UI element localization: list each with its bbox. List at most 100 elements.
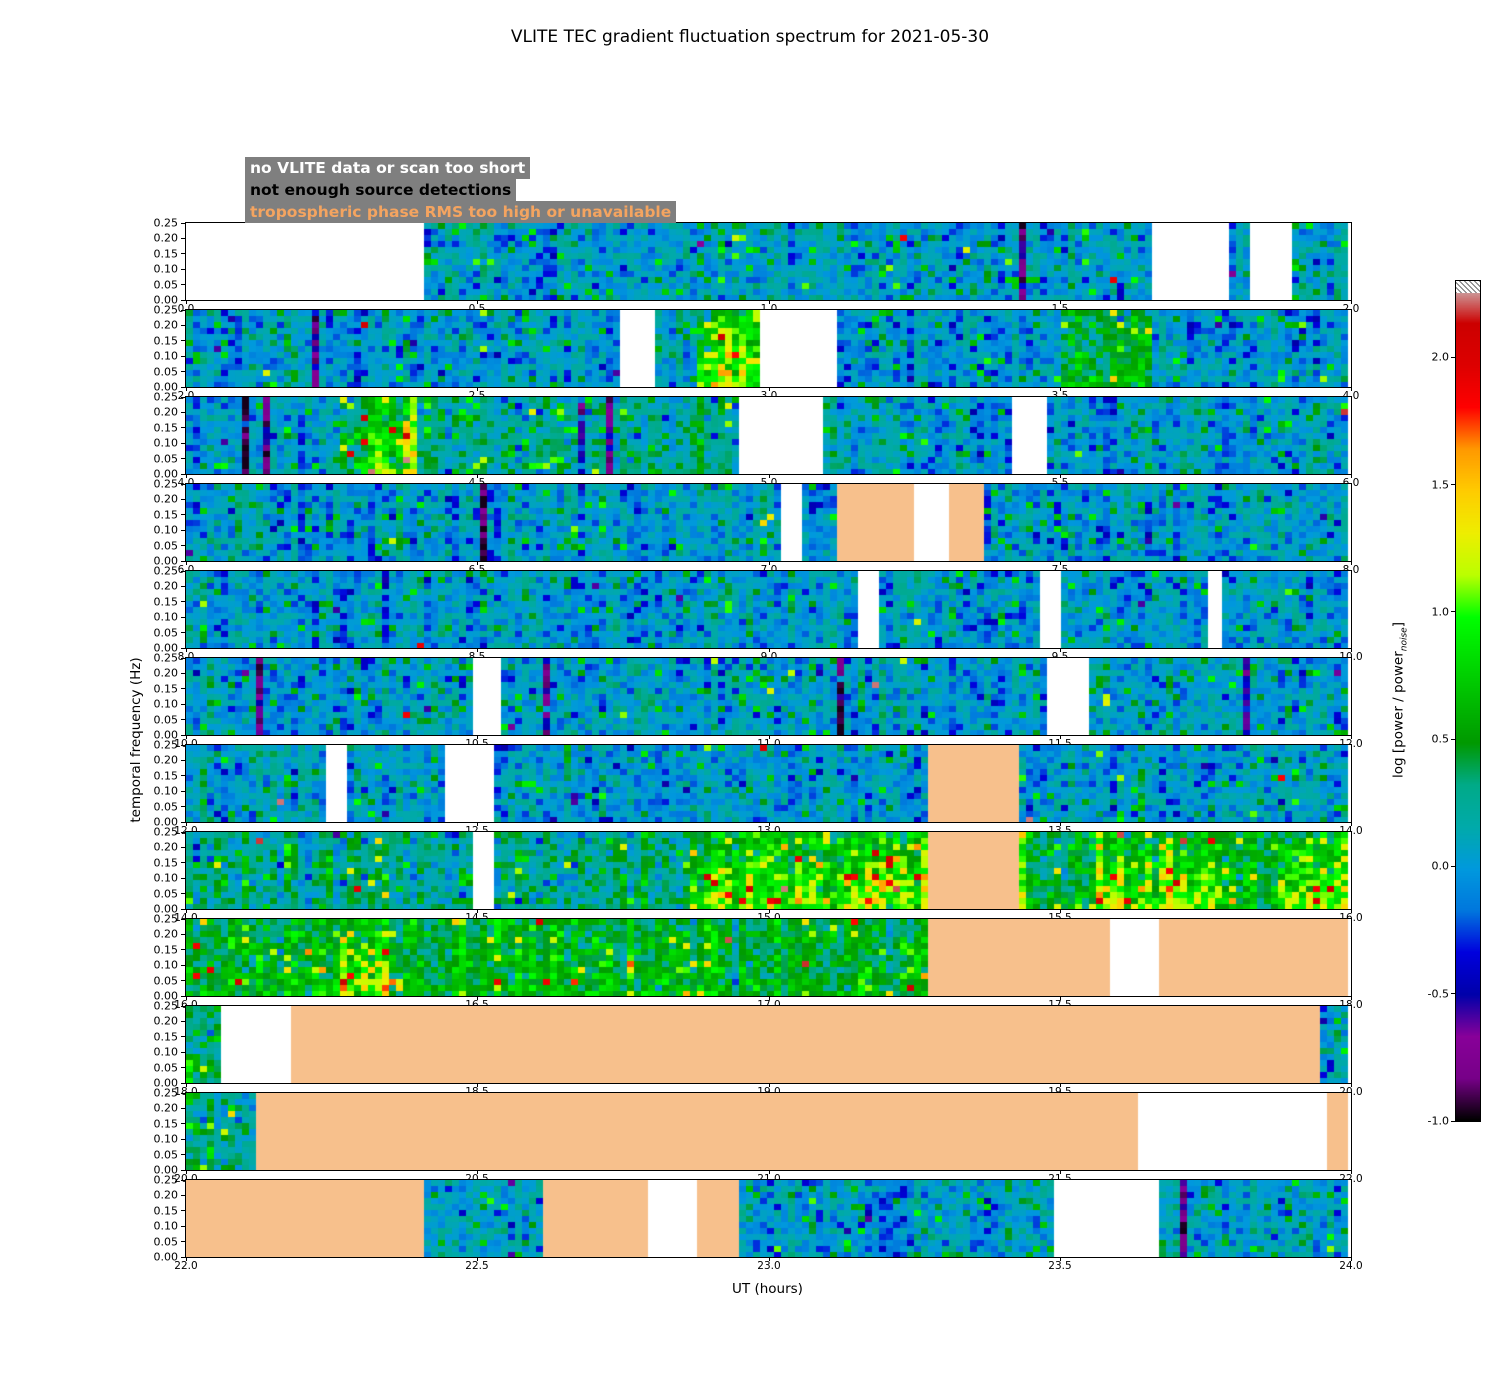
- x-tick-mark: [768, 910, 770, 913]
- y-tick-mark: [181, 1082, 185, 1084]
- x-tick-mark: [1059, 1171, 1061, 1174]
- x-tick-mark: [768, 388, 770, 391]
- y-tick-label: 0.20: [153, 927, 179, 941]
- x-tick-label: 22.0: [174, 1260, 198, 1272]
- colorbar-tick-label: 1.5: [1431, 478, 1450, 492]
- x-tick-mark: [1350, 649, 1352, 652]
- x-tick-mark: [768, 475, 770, 478]
- y-tick-mark: [181, 893, 185, 895]
- y-tick-mark: [181, 1210, 185, 1212]
- y-tick-label: 0.10: [153, 1132, 179, 1146]
- y-tick-label: 0.15: [153, 856, 179, 870]
- spectrogram-canvas-0: [186, 223, 1351, 300]
- spectrogram-canvas-9: [186, 1006, 1351, 1083]
- x-tick-mark: [476, 997, 478, 1000]
- y-tick-label: 0.10: [153, 784, 179, 798]
- y-tick-label: 0.20: [153, 1014, 179, 1028]
- y-tick-label: 0.15: [153, 1117, 179, 1131]
- x-tick-mark: [1350, 562, 1352, 565]
- x-tick-mark: [476, 1171, 478, 1174]
- colorbar-label: log [power / powernoise]: [1391, 622, 1410, 778]
- x-tick-mark: [1059, 649, 1061, 652]
- y-tick-mark: [181, 734, 185, 736]
- spectrogram-panel-10: 0.250.200.150.100.050.0020.020.521.021.5…: [154, 1088, 1363, 1185]
- y-tick-mark: [181, 775, 185, 777]
- y-tick-mark: [181, 980, 185, 982]
- x-tick-mark: [1059, 736, 1061, 739]
- y-tick-mark: [181, 545, 185, 547]
- y-tick-label: 0.25: [153, 303, 179, 317]
- y-tick-label: 0.05: [153, 278, 179, 292]
- y-tick-label: 0.00: [153, 641, 179, 655]
- y-tick-mark: [181, 908, 185, 910]
- y-tick-label: 0.25: [153, 912, 179, 926]
- y-tick-mark: [181, 1036, 185, 1038]
- x-tick-mark: [185, 997, 187, 1000]
- y-tick-label: 0.05: [153, 452, 179, 466]
- x-tick-mark: [476, 1258, 478, 1261]
- x-tick-mark: [768, 301, 770, 304]
- colorbar-gradient: [1456, 281, 1480, 1121]
- legend-not-enough-sources: not enough source detections: [245, 179, 517, 201]
- y-tick-label: 0.20: [153, 1101, 179, 1115]
- chart-title: VLITE TEC gradient fluctuation spectrum …: [510, 27, 990, 47]
- y-tick-label: 0.25: [153, 825, 179, 839]
- colorbar-tick-label: 0.0: [1431, 859, 1450, 873]
- y-tick-label: 0.05: [153, 365, 179, 379]
- colorbar-tick-mark: [1451, 993, 1455, 995]
- x-tick-mark: [1350, 1258, 1352, 1261]
- colorbar-tick-mark: [1451, 1120, 1455, 1122]
- y-tick-mark: [181, 427, 185, 429]
- spectrogram-panel-1: 0.250.200.150.100.050.002.02.53.03.54.0: [154, 305, 1360, 402]
- y-tick-mark: [181, 529, 185, 531]
- y-tick-mark: [181, 1067, 185, 1069]
- colorbar-tick-label: -1.0: [1427, 1114, 1449, 1128]
- x-axis-label: UT (hours): [732, 1281, 803, 1297]
- x-tick-mark: [185, 1258, 187, 1261]
- spectrogram-canvas-6: [186, 745, 1351, 822]
- spectrogram-canvas-5: [186, 658, 1351, 735]
- y-tick-mark: [181, 237, 185, 239]
- colorbar-label-suffix: ]: [1390, 622, 1407, 628]
- y-tick-mark: [181, 703, 185, 705]
- x-tick-mark: [768, 1171, 770, 1174]
- y-tick-label: 0.15: [153, 1204, 179, 1218]
- y-tick-label: 0.15: [153, 334, 179, 348]
- y-tick-mark: [181, 1241, 185, 1243]
- y-tick-mark: [181, 299, 185, 301]
- y-tick-mark: [181, 324, 185, 326]
- x-tick-mark: [1350, 823, 1352, 826]
- y-tick-label: 0.00: [153, 815, 179, 829]
- x-tick-mark: [768, 562, 770, 565]
- y-tick-mark: [181, 1107, 185, 1109]
- y-tick-label: 0.00: [153, 1250, 179, 1264]
- y-tick-label: 0.05: [153, 626, 179, 640]
- x-tick-mark: [1350, 910, 1352, 913]
- x-tick-mark: [1350, 1084, 1352, 1087]
- colorbar: 2.0 1.5 1.0 0.5 0.0 -0.5 -1.0: [1428, 280, 1481, 1127]
- y-tick-label: 0.20: [153, 579, 179, 593]
- x-tick-mark: [185, 388, 187, 391]
- colorbar-tick-mark: [1451, 484, 1455, 486]
- y-tick-label: 0.25: [153, 738, 179, 752]
- spectrogram-canvas-4: [186, 571, 1351, 648]
- x-tick-mark: [185, 823, 187, 826]
- x-tick-mark: [185, 736, 187, 739]
- x-tick-mark: [1350, 475, 1352, 478]
- spectrogram-panel-7: 0.250.200.150.100.050.0014.014.515.015.5…: [154, 827, 1363, 924]
- x-tick-mark: [768, 736, 770, 739]
- y-tick-label: 0.15: [153, 682, 179, 696]
- x-tick-mark: [1059, 1258, 1061, 1261]
- spectrogram-canvas-2: [186, 397, 1351, 474]
- spectrogram-panel-11: 0.25 0.20 0.15 0.10 0.05 0.00 22.0 22.5 23.0 23.5…: [154, 1175, 1363, 1272]
- x-tick-mark: [476, 1084, 478, 1087]
- y-tick-mark: [181, 386, 185, 388]
- y-tick-label: 0.25: [153, 1086, 179, 1100]
- y-tick-mark: [181, 560, 185, 562]
- y-tick-label: 0.05: [153, 1148, 179, 1162]
- y-tick-mark: [181, 1005, 185, 1007]
- y-tick-mark: [181, 442, 185, 444]
- y-tick-mark: [181, 1256, 185, 1258]
- colorbar-tick-label: 2.0: [1431, 350, 1450, 364]
- x-tick-mark: [476, 649, 478, 652]
